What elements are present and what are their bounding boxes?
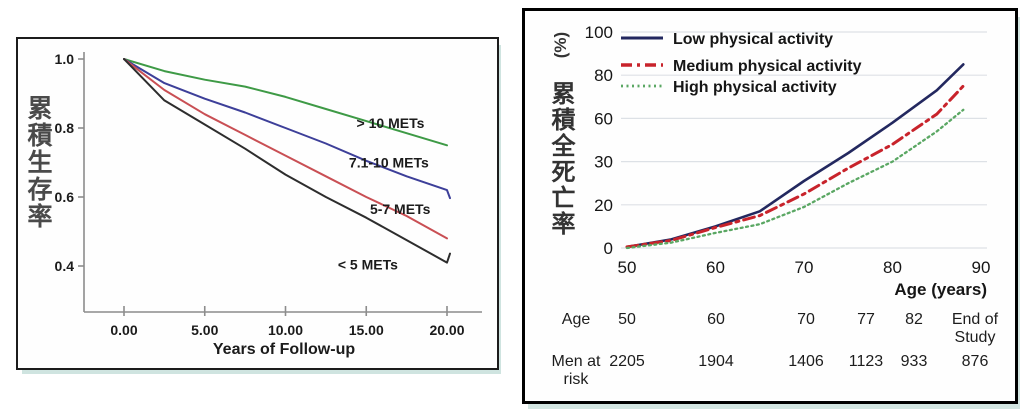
right-chart-panel: (%) 累積全死亡率 0 20 30 60 80 100 50 60 70 80 90 Age (ye… — [522, 8, 1018, 404]
y-tick-label: 100 — [585, 23, 613, 42]
risk-table-cell: 60 — [707, 311, 725, 328]
x-tick-label: 90 — [972, 258, 991, 277]
y-tick-label: 1.0 — [55, 51, 75, 67]
y-tick-label: 30 — [594, 153, 613, 172]
risk-table-row-label: Men at risk — [551, 353, 601, 388]
risk-table-cell: 77 — [857, 311, 875, 328]
curve-label: 7.1-10 METs — [349, 155, 429, 171]
y-tick-label: 60 — [594, 109, 613, 128]
risk-table-cell: 1406 — [788, 353, 824, 370]
series-line-3 — [625, 108, 965, 250]
left-y-axis-title: 累積生存率 — [24, 95, 52, 230]
risk-table-cell: 50 — [618, 311, 636, 328]
series-line-2 — [123, 58, 451, 200]
survival-chart: 1.0 0.8 0.6 0.4 0.00 5.00 10.00 15.00 20.00 Years… — [55, 51, 482, 358]
risk-table-cell: 876 — [961, 353, 989, 370]
legend-label-1: Low physical activity — [673, 31, 833, 48]
risk-table-cell: 82 — [905, 311, 923, 328]
risk-table-cell: End of Study — [951, 311, 999, 346]
series-line-2 — [625, 84, 965, 249]
x-tick-label: 20.00 — [429, 322, 464, 338]
x-tick-label: 80 — [883, 258, 902, 277]
y-tick-label: 20 — [594, 196, 613, 215]
series-line-4 — [123, 58, 451, 264]
legend-label-2: Medium physical activity — [673, 58, 862, 75]
x-tick-label: 5.00 — [191, 322, 218, 338]
x-tick-label: 60 — [706, 258, 725, 277]
right-y-axis-title: 累積全死亡率 — [547, 81, 574, 237]
series-line-1 — [625, 63, 965, 249]
y-tick-label: 80 — [594, 66, 613, 85]
y-tick-label: 0.6 — [55, 189, 75, 205]
x-tick-label: 10.00 — [268, 322, 303, 338]
curve-label: 5-7 METs — [370, 201, 431, 217]
x-tick-label: 70 — [795, 258, 814, 277]
curve-label: > 10 METs — [357, 115, 425, 131]
x-axis-title: Age (years) — [894, 280, 987, 299]
risk-table: Age 50 60 70 77 82 End of Study Men at risk 2205… — [525, 11, 1015, 401]
legend-label-3: High physical activity — [673, 79, 837, 96]
x-tick-label: 0.00 — [110, 322, 137, 338]
risk-table-cell: 70 — [797, 311, 815, 328]
series-line-1 — [123, 58, 448, 147]
x-tick-label: 15.00 — [349, 322, 384, 338]
y-tick-label: 0 — [604, 239, 613, 258]
y-tick-label: 0.4 — [55, 258, 75, 274]
series-line-3 — [123, 58, 448, 240]
x-tick-label: 50 — [618, 258, 637, 277]
risk-table-cell: 933 — [900, 353, 928, 370]
y-tick-label: 0.8 — [55, 120, 75, 136]
mortality-chart: 0 20 30 60 80 100 50 60 70 80 90 Age (years) Low phy… — [585, 23, 991, 299]
left-chart-panel: 累積生存率 1.0 0.8 0.6 0.4 0.00 5.00 10.00 15.00 20.0… — [16, 37, 499, 370]
curve-label: < 5 METs — [338, 256, 398, 272]
risk-table-cell: 2205 — [609, 353, 645, 370]
risk-table-row-label: Age — [561, 311, 591, 328]
risk-table-cell: 1123 — [848, 353, 884, 370]
x-axis-title: Years of Follow-up — [213, 341, 355, 358]
risk-table-cell: 1904 — [698, 353, 734, 370]
